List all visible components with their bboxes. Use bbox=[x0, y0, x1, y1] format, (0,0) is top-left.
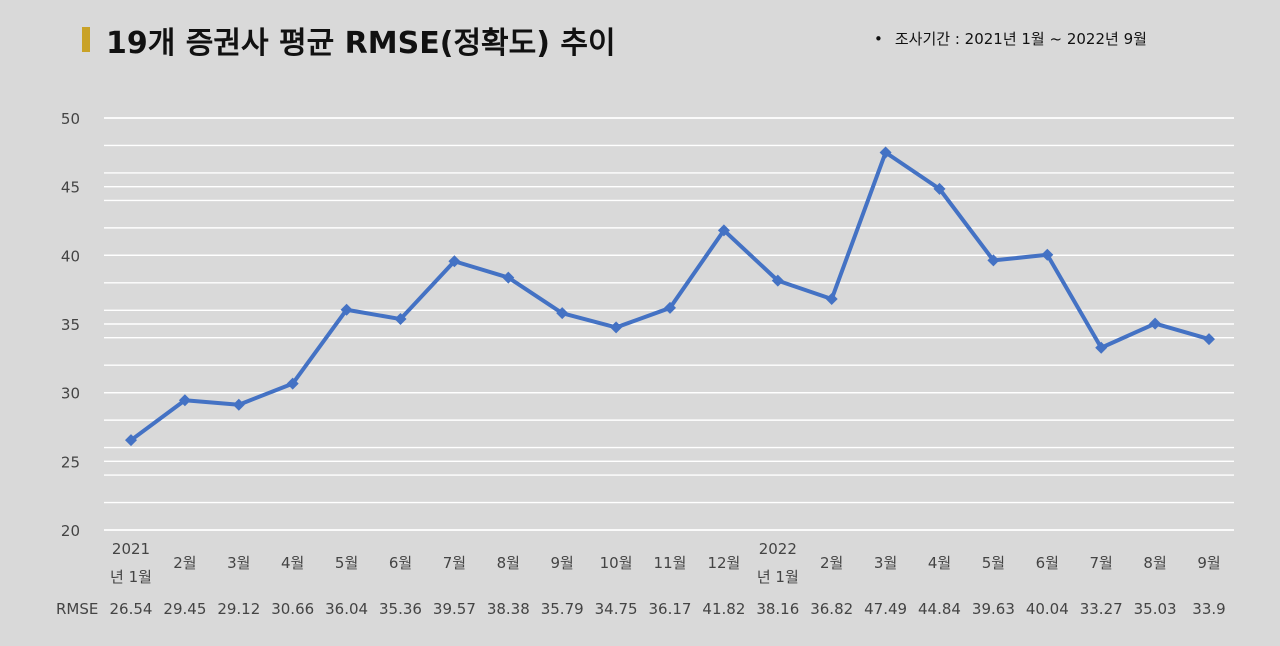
y-tick-label: 35 bbox=[61, 316, 80, 334]
data-point-marker bbox=[556, 307, 569, 320]
series-rmse bbox=[125, 146, 1215, 447]
data-point-marker bbox=[448, 255, 461, 268]
x-tick-label: 11월 bbox=[654, 554, 687, 572]
data-point-marker bbox=[1203, 333, 1215, 346]
x-tick-label: 5월 bbox=[982, 554, 1005, 572]
x-tick-label: 2월 bbox=[173, 554, 196, 572]
x-tick-label: 6월 bbox=[1036, 554, 1059, 572]
data-label: 36.04 bbox=[325, 600, 368, 618]
data-point-marker bbox=[178, 394, 191, 407]
data-point-marker bbox=[825, 293, 838, 306]
y-tick-label: 45 bbox=[61, 179, 80, 197]
data-label: 36.82 bbox=[810, 600, 853, 618]
data-label: 39.63 bbox=[972, 600, 1015, 618]
x-tick-label: 3월 bbox=[874, 554, 897, 572]
x-tick-label: 2월 bbox=[820, 554, 843, 572]
data-label: 26.54 bbox=[110, 600, 153, 618]
data-point-marker bbox=[610, 321, 623, 334]
x-tick-label: 7월 bbox=[1090, 554, 1113, 572]
series-line bbox=[129, 150, 1210, 442]
data-label: 47.49 bbox=[864, 600, 907, 618]
data-point-marker bbox=[933, 182, 946, 195]
data-label: 44.84 bbox=[918, 600, 961, 618]
data-label: 34.75 bbox=[595, 600, 638, 618]
data-label: 39.57 bbox=[433, 600, 476, 618]
x-axis-labels: 2021 년 1월 2월 3월 4월 5월 6월 7월 8월 9월 10월 11월 12월 2022 년 1… bbox=[110, 540, 1221, 586]
x-tick-label: 8월 bbox=[497, 554, 520, 572]
data-label: 35.03 bbox=[1134, 600, 1177, 618]
x-tick-label: 년 1월 bbox=[757, 568, 799, 586]
data-point-marker bbox=[502, 271, 515, 284]
x-tick-label: 6월 bbox=[389, 554, 412, 572]
y-tick-label: 40 bbox=[61, 247, 80, 265]
data-point-marker bbox=[232, 398, 245, 411]
survey-period-text: 조사기간 : 2021년 1월 ~ 2022년 9월 bbox=[894, 30, 1147, 48]
data-label: 38.38 bbox=[487, 600, 530, 618]
data-label: 33.27 bbox=[1080, 600, 1123, 618]
data-point-marker bbox=[125, 434, 137, 447]
chart-title: 19개 증권사 평균 RMSE(정확도) 추이 bbox=[106, 26, 616, 61]
data-label: 30.66 bbox=[271, 600, 314, 618]
data-point-marker bbox=[1041, 248, 1054, 261]
data-point-marker bbox=[987, 254, 1000, 267]
data-point-marker bbox=[717, 224, 730, 237]
data-point-marker bbox=[394, 313, 407, 326]
x-tick-label: 2021 bbox=[112, 540, 150, 558]
x-tick-label: 년 1월 bbox=[110, 568, 152, 586]
y-tick-label: 50 bbox=[61, 110, 80, 128]
data-point-marker bbox=[879, 146, 892, 159]
table-row-label: RMSE bbox=[56, 600, 98, 618]
data-label: 40.04 bbox=[1026, 600, 1069, 618]
x-tick-label: 9월 bbox=[1197, 554, 1220, 572]
y-axis-ticks: 20 25 30 35 40 45 50 bbox=[61, 110, 80, 540]
data-label: 29.45 bbox=[163, 600, 206, 618]
x-tick-label: 2022 bbox=[759, 540, 797, 558]
data-point-marker bbox=[771, 274, 784, 287]
y-tick-label: 25 bbox=[61, 453, 80, 471]
y-tick-label: 20 bbox=[61, 522, 80, 540]
bullet-icon: • bbox=[874, 30, 883, 48]
x-tick-label: 10월 bbox=[600, 554, 633, 572]
data-label: 38.16 bbox=[756, 600, 799, 618]
x-tick-label: 5월 bbox=[335, 554, 358, 572]
x-tick-label: 12월 bbox=[707, 554, 740, 572]
data-point-marker bbox=[1095, 341, 1108, 354]
data-point-marker bbox=[664, 301, 676, 314]
data-point-marker bbox=[286, 377, 299, 390]
x-tick-label: 4월 bbox=[928, 554, 951, 572]
title-accent-bar bbox=[82, 27, 90, 52]
data-table-row: RMSE 26.54 29.45 29.12 30.66 36.04 35.36 39.57 3… bbox=[56, 600, 1226, 618]
y-tick-label: 30 bbox=[61, 385, 80, 403]
survey-period: • 조사기간 : 2021년 1월 ~ 2022년 9월 bbox=[874, 28, 1147, 49]
x-tick-label: 8월 bbox=[1143, 554, 1166, 572]
data-label: 35.79 bbox=[541, 600, 584, 618]
grid-lines bbox=[104, 117, 1234, 531]
x-tick-label: 9월 bbox=[551, 554, 574, 572]
x-tick-label: 7월 bbox=[443, 554, 466, 572]
x-tick-label: 3월 bbox=[227, 554, 250, 572]
data-label: 41.82 bbox=[702, 600, 745, 618]
data-label: 33.9 bbox=[1192, 600, 1225, 618]
data-point-marker bbox=[1149, 317, 1162, 330]
data-point-marker bbox=[340, 303, 353, 316]
x-tick-label: 4월 bbox=[281, 554, 304, 572]
data-label: 36.17 bbox=[649, 600, 692, 618]
data-label: 29.12 bbox=[217, 600, 260, 618]
data-label: 35.36 bbox=[379, 600, 422, 618]
